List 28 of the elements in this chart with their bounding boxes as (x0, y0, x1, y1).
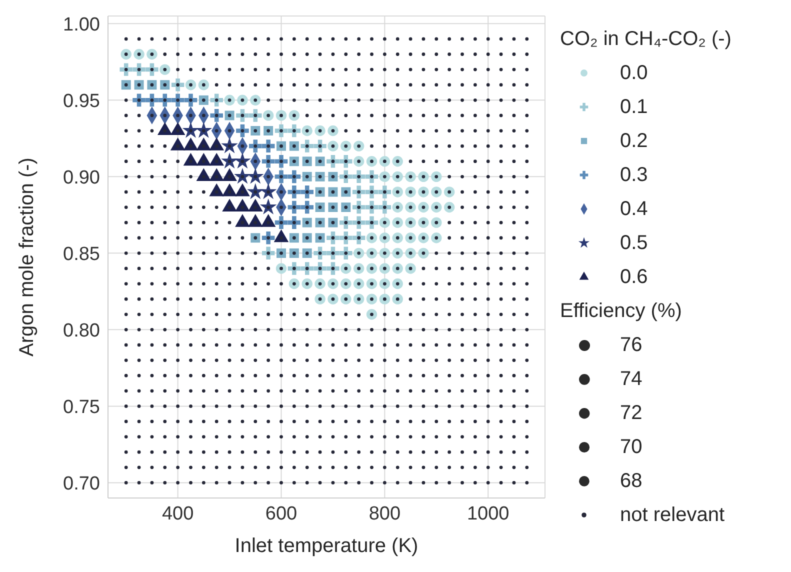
y-tick-label: 0.80 (63, 320, 100, 342)
x-tick-label: 400 (162, 503, 194, 524)
legend-label: 0.0 (620, 62, 648, 84)
x-tick-label: 1000 (466, 503, 510, 524)
y-tick-label: 1.00 (63, 14, 100, 36)
legend-label: 68 (620, 470, 642, 492)
legend-label: 0.1 (620, 96, 648, 118)
y-tick-label: 0.70 (63, 473, 100, 494)
x-tick-label: 600 (265, 503, 298, 524)
y-tick-label: 0.85 (63, 244, 100, 265)
y-tick-label: 0.75 (63, 396, 100, 418)
legend-label: not relevant (620, 504, 725, 526)
y-tick-label: 0.90 (63, 167, 100, 188)
x-tick-label: 800 (368, 503, 401, 524)
legend-label: 0.4 (620, 198, 648, 220)
legend-label: 0.2 (620, 130, 648, 152)
legend-label: 0.3 (620, 164, 648, 186)
x-axis-title: Inlet temperature (K) (234, 535, 418, 557)
legend-label: 0.6 (620, 266, 648, 288)
legend-title: CO₂ in CH₄-CO₂ (-) (560, 27, 732, 52)
legend-label: 72 (620, 402, 642, 424)
y-tick-label: 0.95 (63, 90, 100, 112)
legend-label: 74 (620, 368, 642, 390)
y-axis-title: Argon mole fraction (-) (16, 158, 38, 356)
legend-label: 0.5 (620, 232, 648, 254)
text: Efficiency (%) (560, 299, 683, 324)
legend-label: 76 (620, 334, 642, 356)
legend-label: 70 (620, 436, 642, 458)
